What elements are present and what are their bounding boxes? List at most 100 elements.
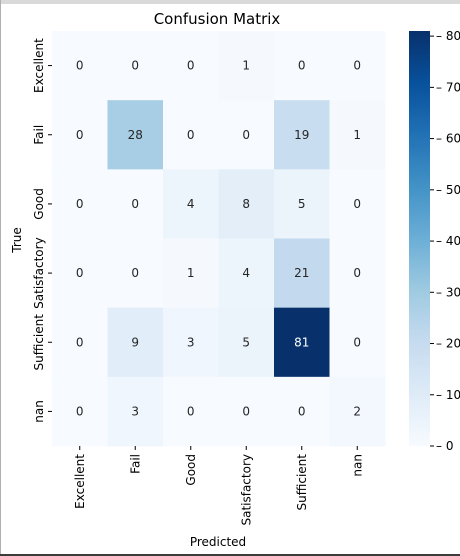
heatmap-cell (52, 307, 108, 378)
heatmap-cell (329, 169, 386, 239)
cell-value-label: 0 (76, 266, 84, 280)
heatmap-cell (218, 307, 275, 378)
heatmap-cell (163, 307, 219, 378)
y-tick-label: Sufficient (32, 314, 46, 371)
cell-value-label: 0 (187, 59, 195, 73)
colorbar-tick-label: – 0 (436, 439, 453, 453)
cell-value-label: 0 (353, 59, 361, 73)
colorbar-tick-label: – 70 (436, 80, 460, 94)
heatmap-cell (329, 100, 386, 170)
y-tick-label: Good (32, 188, 46, 220)
heatmap-cell (163, 169, 219, 239)
cell-value-label: 0 (131, 197, 139, 211)
cell-value-label: 4 (242, 266, 250, 280)
top-edge-strip (0, 0, 460, 4)
cell-value-label: 8 (242, 197, 250, 211)
colorbar-tick-label: – 20 (436, 337, 460, 351)
heatmap-cell (163, 238, 219, 309)
heatmap-cell (52, 169, 108, 239)
colorbar-tick-label: – 80 (436, 29, 460, 43)
heatmap-cell (107, 100, 164, 170)
heatmap-cell (329, 307, 386, 378)
cell-value-label: 0 (131, 59, 139, 73)
y-tick-label: Fail (32, 125, 46, 145)
cell-value-label: 9 (131, 335, 139, 349)
colorbar-tick-label: – 30 (436, 285, 460, 299)
cell-value-label: 1 (353, 128, 361, 142)
bottom-edge-rule (0, 554, 460, 556)
colorbar-tick-label: – 10 (436, 388, 460, 402)
heatmap-cell (274, 376, 330, 447)
heatmap-cell (107, 307, 164, 378)
cell-value-label: 0 (353, 335, 361, 349)
cell-value-label: 2 (353, 404, 361, 418)
cell-value-label: 0 (353, 266, 361, 280)
cell-value-label: 0 (76, 335, 84, 349)
y-axis-label: True (10, 227, 24, 254)
heatmap-cell (107, 376, 164, 447)
heatmap-cell (274, 238, 330, 309)
cell-value-label: 0 (353, 197, 361, 211)
cell-value-label: 81 (294, 335, 309, 349)
heatmap-cell (274, 307, 330, 378)
heatmap-cell (107, 31, 164, 101)
cell-value-label: 28 (128, 128, 143, 142)
y-tick-label: Satisfactory (32, 237, 46, 309)
cell-value-label: 0 (187, 128, 195, 142)
y-tick-label: Excellent (32, 38, 46, 93)
cell-value-label: 0 (76, 128, 84, 142)
heatmap-cell (329, 31, 386, 101)
heatmap-cell (274, 31, 330, 101)
heatmap-cell (163, 100, 219, 170)
heatmap-cell (218, 169, 275, 239)
x-tick-label: Satisfactory (239, 454, 253, 526)
x-axis-label: Predicted (190, 535, 246, 549)
heatmap-cell (218, 238, 275, 309)
colorbar-ticks: – 0 – 10 – 20 – 30 – 40 – 50 – 60 – 70 – 80 (430, 29, 460, 453)
cell-value-label: 0 (131, 266, 139, 280)
cell-value-label: 0 (187, 404, 195, 418)
left-edge-rule (0, 0, 1, 556)
colorbar-tick-label: – 60 (436, 132, 460, 146)
colorbar-tick-label: – 40 (436, 234, 460, 248)
heatmap-cell (163, 31, 219, 101)
cell-value-label: 3 (131, 404, 139, 418)
heatmap-cell (218, 100, 275, 170)
heatmap-cell (107, 169, 164, 239)
cell-value-label: 0 (76, 59, 84, 73)
cell-value-label: 0 (298, 59, 306, 73)
cell-value-label: 0 (298, 404, 306, 418)
cell-value-label: 0 (76, 404, 84, 418)
heatmap-cells: 0 0 0 1 0 0 0 28 0 0 19 1 0 0 4 8 5 0 0 0 1 4 21 0 0 9 3 5 81 0 0 3 0 0 0 2 (52, 31, 386, 447)
heatmap-cell (52, 31, 108, 101)
x-axis: Excellent Fail Good Satisfactory Sufficient n… (73, 446, 364, 526)
chart-title: Confusion Matrix (154, 10, 281, 28)
heatmap-cell (218, 376, 275, 447)
cell-value-label: 21 (294, 266, 309, 280)
heatmap-cell (52, 238, 108, 309)
cell-value-label: 3 (187, 335, 195, 349)
cell-value-label: 5 (298, 197, 306, 211)
x-tick-label: Fail (128, 454, 142, 474)
colorbar (409, 31, 430, 446)
cell-value-label: 1 (242, 59, 250, 73)
cell-value-label: 1 (187, 266, 195, 280)
heatmap-cell (218, 31, 275, 101)
heatmap-cell (163, 376, 219, 447)
heatmap-cell (274, 100, 330, 170)
x-tick-label: Sufficient (295, 454, 309, 511)
heatmap-cell (329, 238, 386, 309)
cell-value-label: 19 (294, 128, 309, 142)
colorbar-tick-label: – 50 (436, 183, 460, 197)
y-axis: Excellent Fail Good Satisfactory Sufficient n… (32, 38, 52, 423)
heatmap-cell (329, 376, 386, 447)
heatmap-cell (52, 100, 108, 170)
cell-value-label: 0 (242, 404, 250, 418)
x-tick-label: nan (350, 454, 364, 477)
y-tick-label: nan (32, 400, 46, 423)
x-tick-label: Excellent (73, 454, 87, 509)
heatmap-cell (107, 238, 164, 309)
heatmap-cell (274, 169, 330, 239)
